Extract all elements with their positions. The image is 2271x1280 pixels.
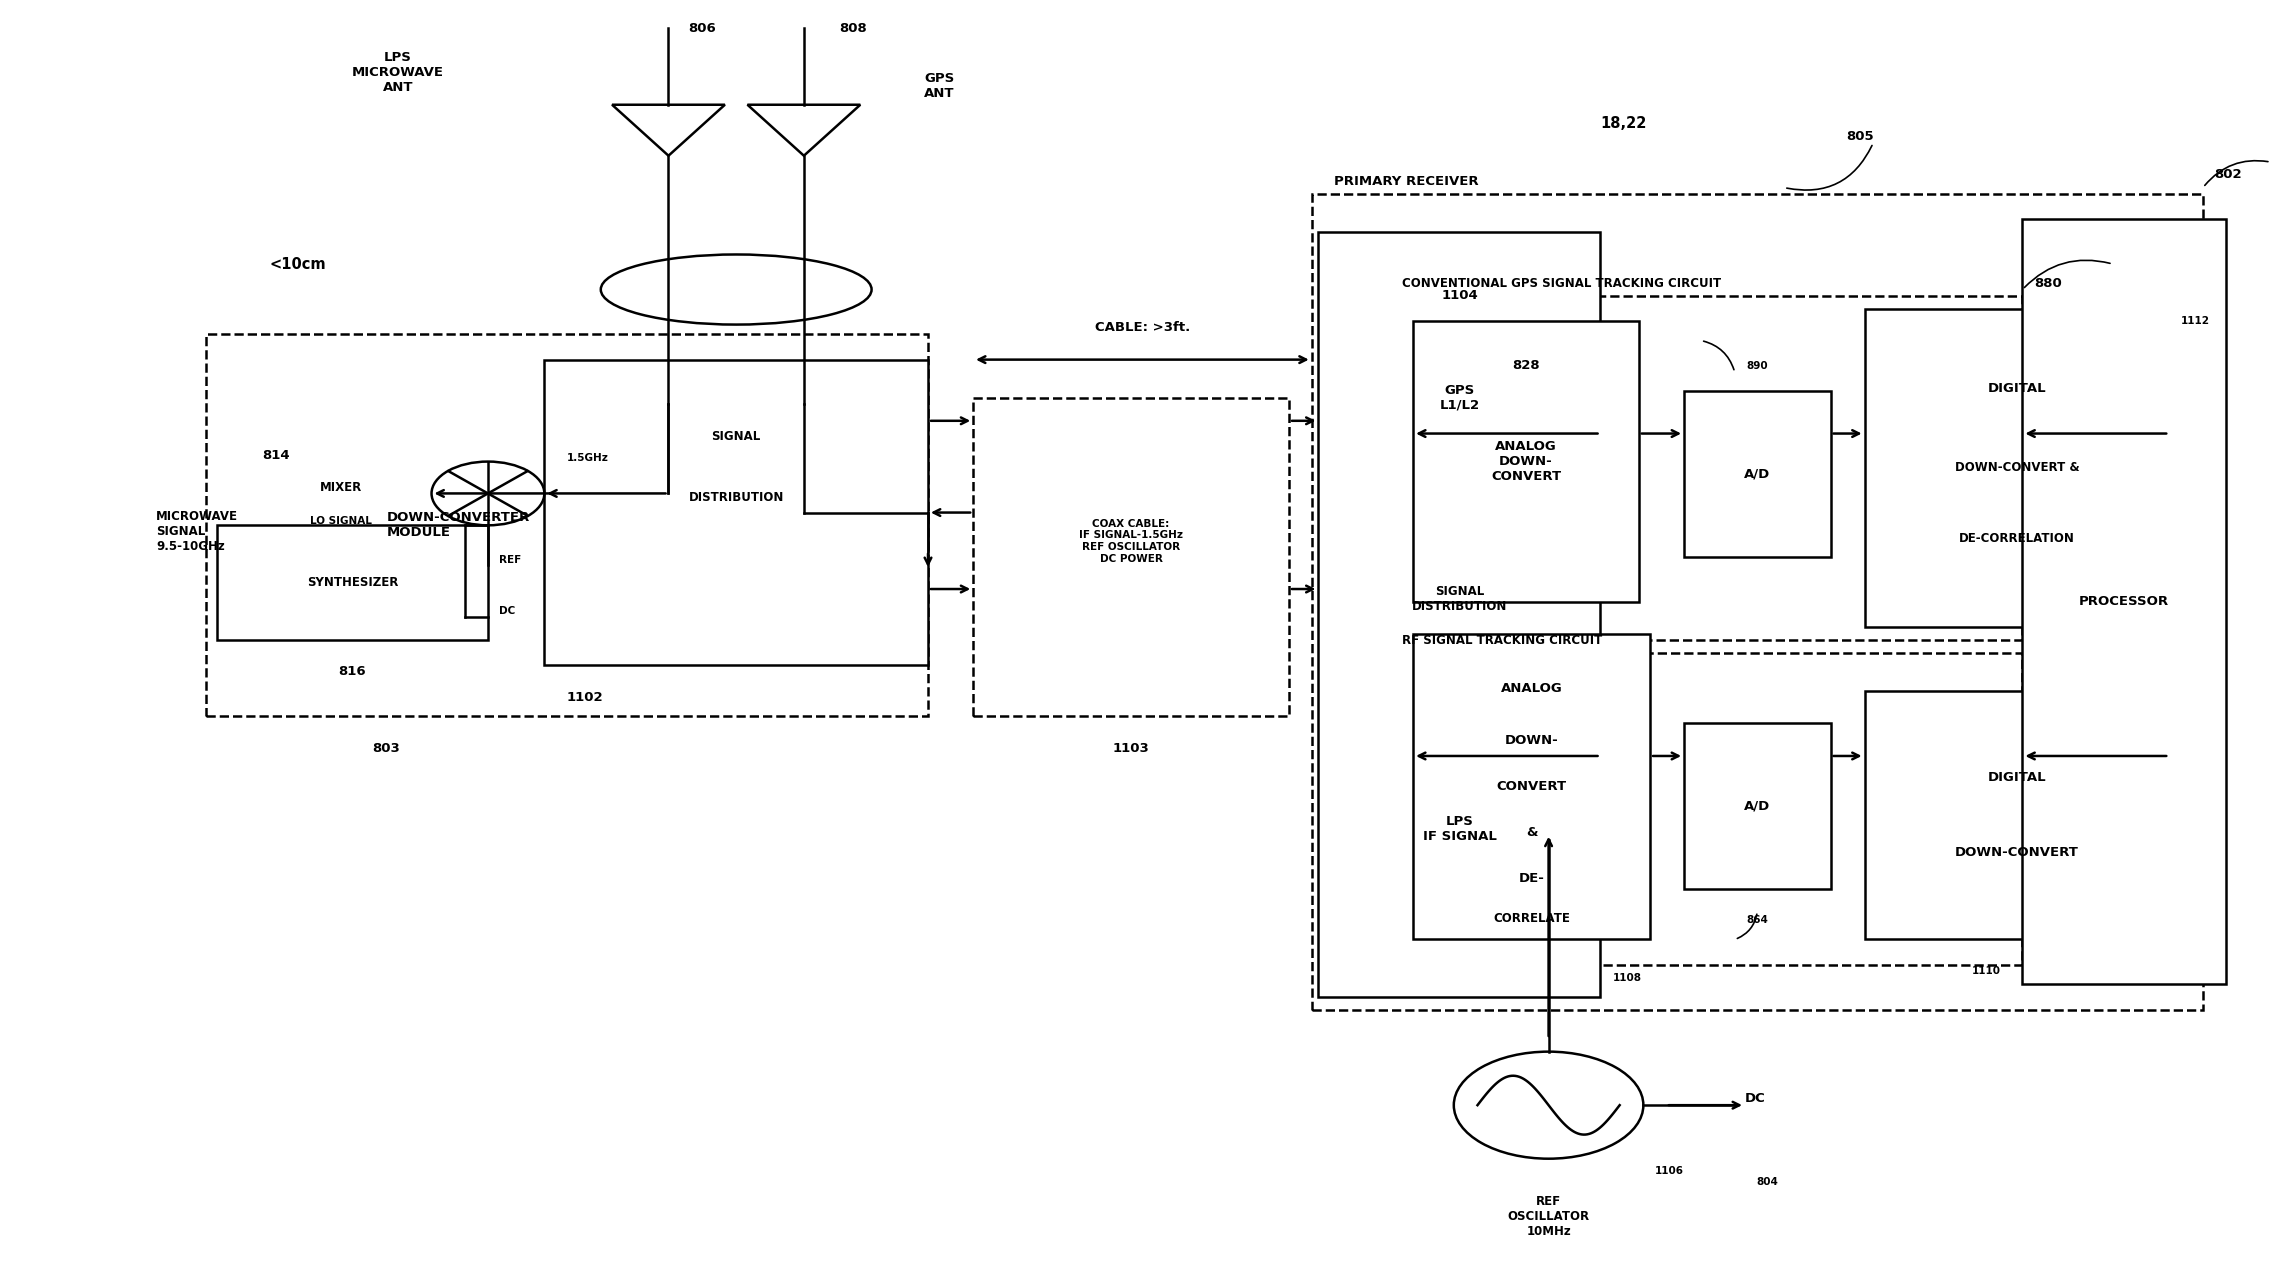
Bar xyxy=(1685,392,1830,557)
Bar xyxy=(1313,195,2203,1010)
Text: 806: 806 xyxy=(688,22,715,35)
Text: MIXER: MIXER xyxy=(320,480,363,494)
Bar xyxy=(2023,219,2226,984)
Text: DOWN-CONVERT &: DOWN-CONVERT & xyxy=(1955,462,2080,475)
Bar xyxy=(1413,321,1640,602)
Text: 816: 816 xyxy=(338,666,366,678)
Text: PROCESSOR: PROCESSOR xyxy=(2078,595,2169,608)
Bar xyxy=(1864,691,2169,940)
Bar xyxy=(1390,653,2023,965)
Text: DC: DC xyxy=(1744,1092,1765,1106)
Bar xyxy=(1864,308,2169,627)
Text: LPS
IF SIGNAL: LPS IF SIGNAL xyxy=(1422,814,1497,842)
Text: 1112: 1112 xyxy=(2180,316,2210,326)
Bar xyxy=(218,525,488,640)
Text: 1108: 1108 xyxy=(1612,973,1642,983)
Text: SIGNAL
DISTRIBUTION: SIGNAL DISTRIBUTION xyxy=(1413,585,1508,613)
Text: 803: 803 xyxy=(372,742,400,755)
Text: PRIMARY RECEIVER: PRIMARY RECEIVER xyxy=(1333,174,1478,188)
Text: CONVENTIONAL GPS SIGNAL TRACKING CIRCUIT: CONVENTIONAL GPS SIGNAL TRACKING CIRCUIT xyxy=(1401,276,1721,289)
Text: MICROWAVE
SIGNAL
9.5-10GHz: MICROWAVE SIGNAL 9.5-10GHz xyxy=(157,511,238,553)
Text: DOWN-: DOWN- xyxy=(1506,735,1558,748)
Text: CONVERT: CONVERT xyxy=(1497,780,1567,794)
Text: DC: DC xyxy=(500,607,516,617)
Text: DIGITAL: DIGITAL xyxy=(1987,381,2046,394)
Bar xyxy=(1390,296,2023,640)
Text: SYNTHESIZER: SYNTHESIZER xyxy=(307,576,397,589)
Text: REF: REF xyxy=(500,554,522,564)
Text: A/D: A/D xyxy=(1744,467,1771,481)
Text: 890: 890 xyxy=(1746,361,1769,371)
Bar xyxy=(1413,634,1651,940)
Text: &: & xyxy=(1526,826,1537,838)
Text: DE-: DE- xyxy=(1519,872,1544,884)
Bar xyxy=(1685,723,1830,888)
Text: DOWN-CONVERT: DOWN-CONVERT xyxy=(1955,846,2078,859)
Text: 808: 808 xyxy=(840,22,868,35)
Text: GPS
L1/L2: GPS L1/L2 xyxy=(1440,384,1478,412)
Text: A/D: A/D xyxy=(1744,799,1771,813)
Text: SIGNAL: SIGNAL xyxy=(711,430,761,443)
Text: ANALOG: ANALOG xyxy=(1501,682,1562,695)
Text: REF
OSCILLATOR
10MHz: REF OSCILLATOR 10MHz xyxy=(1508,1194,1590,1238)
Text: 814: 814 xyxy=(261,449,291,462)
Text: 1.5GHz: 1.5GHz xyxy=(568,453,609,463)
Text: 804: 804 xyxy=(1755,1176,1778,1187)
Text: 18,22: 18,22 xyxy=(1601,116,1646,132)
Text: CORRELATE: CORRELATE xyxy=(1494,911,1569,924)
Text: RF SIGNAL TRACKING CIRCUIT: RF SIGNAL TRACKING CIRCUIT xyxy=(1401,634,1601,646)
Text: 828: 828 xyxy=(1512,360,1540,372)
Text: 880: 880 xyxy=(2035,276,2062,289)
Text: 1104: 1104 xyxy=(1442,289,1478,302)
Text: COAX CABLE:
IF SIGNAL-1.5GHz
REF OSCILLATOR
DC POWER: COAX CABLE: IF SIGNAL-1.5GHz REF OSCILLA… xyxy=(1079,518,1183,563)
Bar xyxy=(207,334,929,717)
Text: 1103: 1103 xyxy=(1113,742,1149,755)
Text: DIGITAL: DIGITAL xyxy=(1987,772,2046,785)
Text: DE-CORRELATION: DE-CORRELATION xyxy=(1960,531,2076,544)
Text: 802: 802 xyxy=(2214,169,2241,182)
Text: LO SIGNAL: LO SIGNAL xyxy=(311,516,372,526)
Text: 864: 864 xyxy=(1746,915,1769,925)
Text: GPS
ANT: GPS ANT xyxy=(924,72,954,100)
Text: <10cm: <10cm xyxy=(268,256,325,271)
Text: 1106: 1106 xyxy=(1656,1166,1683,1176)
Text: 805: 805 xyxy=(1846,131,1874,143)
Text: DOWN-CONVERTER
MODULE: DOWN-CONVERTER MODULE xyxy=(386,511,529,539)
Text: 1110: 1110 xyxy=(1971,966,2001,977)
Bar xyxy=(545,360,929,666)
Text: ANALOG
DOWN-
CONVERT: ANALOG DOWN- CONVERT xyxy=(1492,440,1560,483)
Bar xyxy=(1319,232,1601,997)
Bar xyxy=(974,398,1290,717)
Text: 1102: 1102 xyxy=(568,691,604,704)
Text: DISTRIBUTION: DISTRIBUTION xyxy=(688,490,783,504)
Text: CABLE: >3ft.: CABLE: >3ft. xyxy=(1095,321,1190,334)
Text: LPS
MICROWAVE
ANT: LPS MICROWAVE ANT xyxy=(352,51,443,95)
